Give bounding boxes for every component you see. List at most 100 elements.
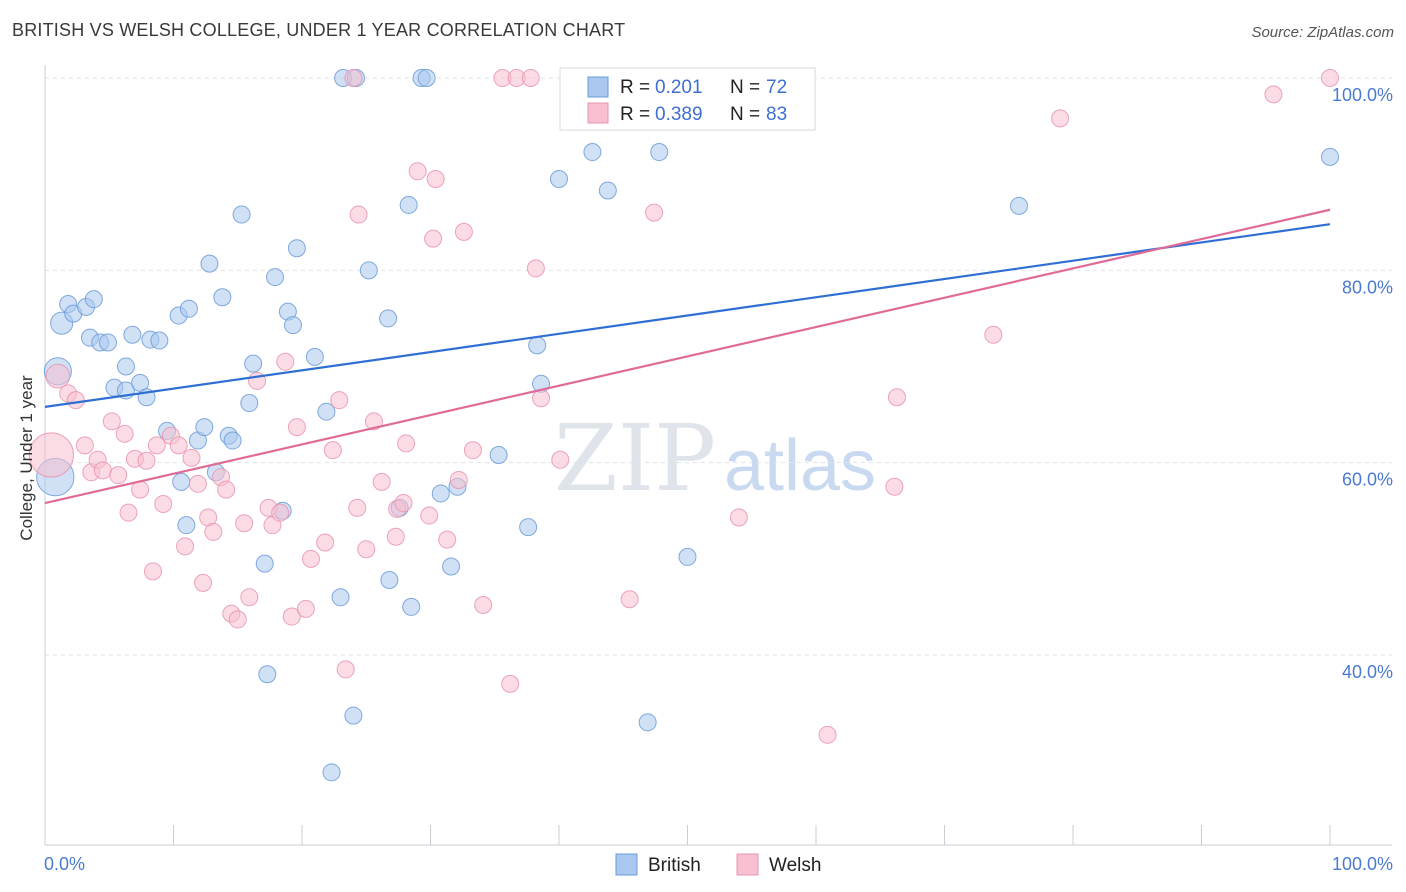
- watermark-zip: ZIP: [554, 405, 716, 512]
- welsh-point: [217, 480, 236, 499]
- british-point: [223, 431, 242, 450]
- welsh-point: [119, 503, 138, 522]
- british-point: [550, 169, 568, 188]
- watermark-atlas: atlas: [724, 426, 876, 506]
- welsh-point: [66, 391, 85, 410]
- welsh-point: [188, 474, 207, 493]
- welsh-point: [235, 514, 254, 533]
- welsh-point: [336, 660, 355, 679]
- british-point: [116, 357, 135, 376]
- british-point: [380, 570, 399, 589]
- british-point: [84, 290, 103, 309]
- british-point: [240, 394, 259, 413]
- british-point: [650, 143, 669, 162]
- bottom-legend-swatch-british: [615, 853, 638, 876]
- welsh-point: [296, 599, 315, 618]
- welsh-point: [887, 388, 906, 407]
- legend-n-value-welsh: 83: [766, 104, 787, 125]
- legend-r-label-british: R =: [620, 77, 650, 98]
- correlation-legend: R = 0.201 N = 72 R = 0.389 N = 83: [559, 67, 816, 131]
- welsh-point: [426, 169, 445, 188]
- british-point: [200, 254, 219, 273]
- welsh-point: [102, 412, 121, 431]
- british-point: [1321, 147, 1339, 166]
- welsh-point: [551, 450, 570, 469]
- british-point: [266, 268, 285, 287]
- british-point: [195, 418, 214, 437]
- welsh-point: [885, 477, 904, 496]
- british-point: [519, 518, 538, 537]
- british-point: [179, 299, 198, 318]
- welsh-point: [348, 498, 367, 517]
- y-axis-label: College, Under 1 year: [17, 375, 36, 541]
- series-legend: British Welsh: [615, 853, 821, 876]
- british-point: [305, 347, 324, 366]
- x-tick-label-100: 100.0%: [1332, 854, 1393, 874]
- chart-title: BRITISH VS WELSH COLLEGE, UNDER 1 YEAR C…: [12, 20, 626, 40]
- bottom-legend-swatch-welsh: [736, 853, 759, 876]
- welsh-point: [28, 432, 75, 478]
- british-point: [284, 316, 303, 335]
- british-point: [359, 261, 378, 280]
- british-point: [598, 181, 617, 200]
- bottom-legend-welsh: Welsh: [769, 855, 821, 876]
- legend-swatch-welsh: [587, 102, 609, 124]
- welsh-point: [620, 590, 639, 609]
- british-point: [123, 325, 142, 344]
- british-point: [402, 597, 421, 616]
- welsh-point: [372, 472, 391, 491]
- british-point: [172, 472, 191, 491]
- british-point: [244, 354, 263, 373]
- british-point: [399, 195, 418, 214]
- british-point: [442, 557, 461, 576]
- welsh-point: [109, 466, 128, 485]
- british-point: [150, 331, 169, 350]
- welsh-point: [420, 506, 439, 525]
- welsh-point: [408, 162, 427, 181]
- y-tick-label-80: 80.0%: [1342, 277, 1393, 297]
- welsh-point: [228, 610, 247, 629]
- welsh-point: [454, 222, 473, 241]
- welsh-point: [147, 436, 166, 455]
- y-tick-label-40: 40.0%: [1342, 662, 1393, 682]
- welsh-point: [424, 229, 443, 248]
- british-point: [322, 763, 341, 782]
- welsh-point: [204, 522, 223, 541]
- welsh-point: [93, 461, 112, 480]
- welsh-point: [1051, 109, 1070, 128]
- welsh-point: [194, 573, 213, 592]
- welsh-point: [397, 434, 416, 453]
- british-point: [638, 713, 657, 732]
- welsh-point: [729, 508, 748, 527]
- welsh-point: [45, 363, 71, 389]
- british-point: [431, 484, 450, 503]
- british-point: [258, 665, 277, 684]
- welsh-point: [364, 412, 383, 431]
- y-tick-labels: 40.0% 60.0% 80.0% 100.0%: [1332, 85, 1393, 682]
- welsh-point: [349, 205, 368, 224]
- welsh-point: [818, 725, 837, 744]
- welsh-point: [323, 441, 342, 460]
- british-trendline: [44, 223, 1331, 408]
- welsh-point: [137, 451, 156, 470]
- british-point: [528, 336, 547, 355]
- welsh-point: [501, 674, 520, 693]
- welsh-point: [176, 537, 195, 556]
- welsh-point: [438, 530, 457, 549]
- y-tick-label-60: 60.0%: [1342, 470, 1393, 490]
- british-point: [417, 69, 436, 87]
- trendlines: [44, 208, 1331, 505]
- watermark: ZIP atlas: [554, 405, 876, 512]
- welsh-point: [316, 533, 335, 552]
- legend-r-value-welsh: 0.389: [655, 104, 703, 125]
- british-point: [331, 588, 350, 607]
- british-point: [583, 143, 602, 162]
- welsh-point: [154, 495, 173, 514]
- welsh-point: [276, 352, 295, 371]
- british-point: [344, 706, 363, 725]
- british-point: [177, 516, 196, 535]
- british-point: [213, 288, 232, 307]
- welsh-point: [169, 436, 188, 455]
- welsh-point: [984, 325, 1003, 344]
